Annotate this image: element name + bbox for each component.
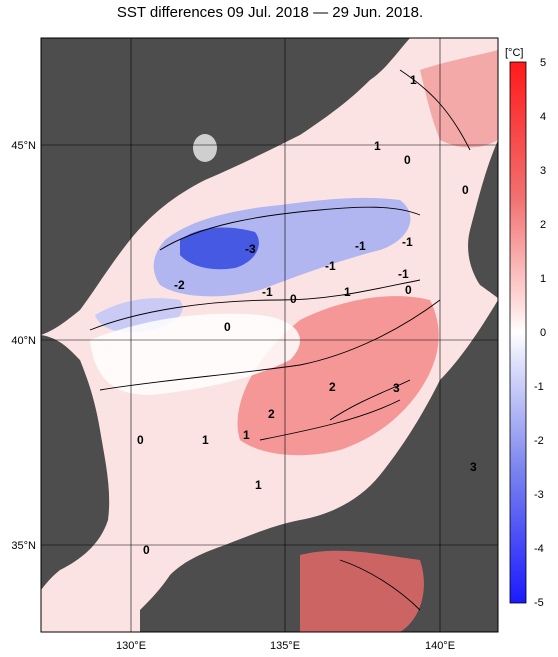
warm-region-ne — [420, 50, 498, 148]
land-korea — [41, 335, 110, 590]
neutral-zone — [90, 313, 300, 395]
graticule — [41, 38, 498, 632]
colorbar-tick: 0 — [540, 327, 546, 339]
island — [193, 134, 217, 162]
contour-label: 0 — [404, 153, 411, 167]
colorbar-tick: -4 — [534, 543, 544, 555]
contour-label: 1 — [243, 428, 250, 442]
contour-label: 3 — [470, 460, 477, 474]
contour-label: -3 — [245, 242, 256, 256]
contour-label: -2 — [174, 278, 185, 292]
colorbar-tick: 5 — [540, 57, 546, 69]
lat-label: 35°N — [11, 540, 36, 552]
contour-value-labels: 1 1 0 0 -3 -2 -1 -1 -1 0 -1 1 -1 0 0 2 3… — [137, 73, 477, 557]
colorbar-gradient — [509, 61, 527, 604]
lon-label: 135°E — [270, 640, 300, 652]
land-honshu — [140, 300, 498, 632]
land-hokkaido — [468, 140, 498, 298]
lat-label: 40°N — [11, 335, 36, 347]
colorbar-tick: -1 — [534, 381, 544, 393]
lon-label: 140°E — [425, 640, 455, 652]
contour-label: 1 — [255, 478, 262, 492]
contour-label: 0 — [405, 283, 412, 297]
contour-label: 1 — [410, 73, 417, 87]
lon-label: 130°E — [116, 640, 146, 652]
colorbar-tick: -2 — [534, 435, 544, 447]
cold-region — [153, 197, 411, 297]
colorbar-tick: 4 — [540, 111, 546, 123]
colorbar-tick: 1 — [540, 273, 546, 285]
contour-label: -1 — [398, 267, 409, 281]
contour-label: -1 — [262, 285, 273, 299]
contour-label: 1 — [202, 433, 209, 447]
contour-label: -1 — [325, 259, 336, 273]
colorbar-tick: -5 — [534, 597, 544, 609]
contour-label: -1 — [355, 239, 366, 253]
map-frame — [40, 37, 499, 633]
contour-label: 0 — [137, 433, 144, 447]
contour-label: 1 — [374, 139, 381, 153]
land-asia — [41, 38, 410, 335]
colorbar-unit: [°C] — [505, 47, 523, 59]
contour-label: 2 — [329, 380, 336, 394]
map-title: SST differences 09 Jul. 2018 — 29 Jun. 2… — [116, 4, 424, 21]
contour-label: 1 — [344, 285, 351, 299]
contour-label: 0 — [290, 292, 297, 306]
contour-lines — [89, 69, 471, 611]
contour-label: 2 — [268, 407, 275, 421]
lat-label: 45°N — [11, 140, 36, 152]
contour-label: 0 — [462, 183, 469, 197]
contour-label: 0 — [143, 543, 150, 557]
lon-labels: 130°E 135°E 140°E — [116, 640, 455, 652]
map-field — [41, 38, 498, 632]
lat-labels: 45°N 40°N 35°N — [11, 140, 36, 552]
contour-label: 0 — [224, 320, 231, 334]
colorbar-tick: 3 — [540, 165, 546, 177]
colorbar: [°C] 5 4 3 2 1 0 -1 -2 -3 -4 -5 — [505, 47, 546, 609]
colorbar-tick: 2 — [540, 219, 546, 231]
contour-label: -1 — [402, 235, 413, 249]
cold-core — [180, 227, 259, 270]
warm-region-south — [300, 550, 424, 632]
colorbar-tick: -3 — [534, 489, 544, 501]
contour-label: 3 — [393, 381, 400, 395]
